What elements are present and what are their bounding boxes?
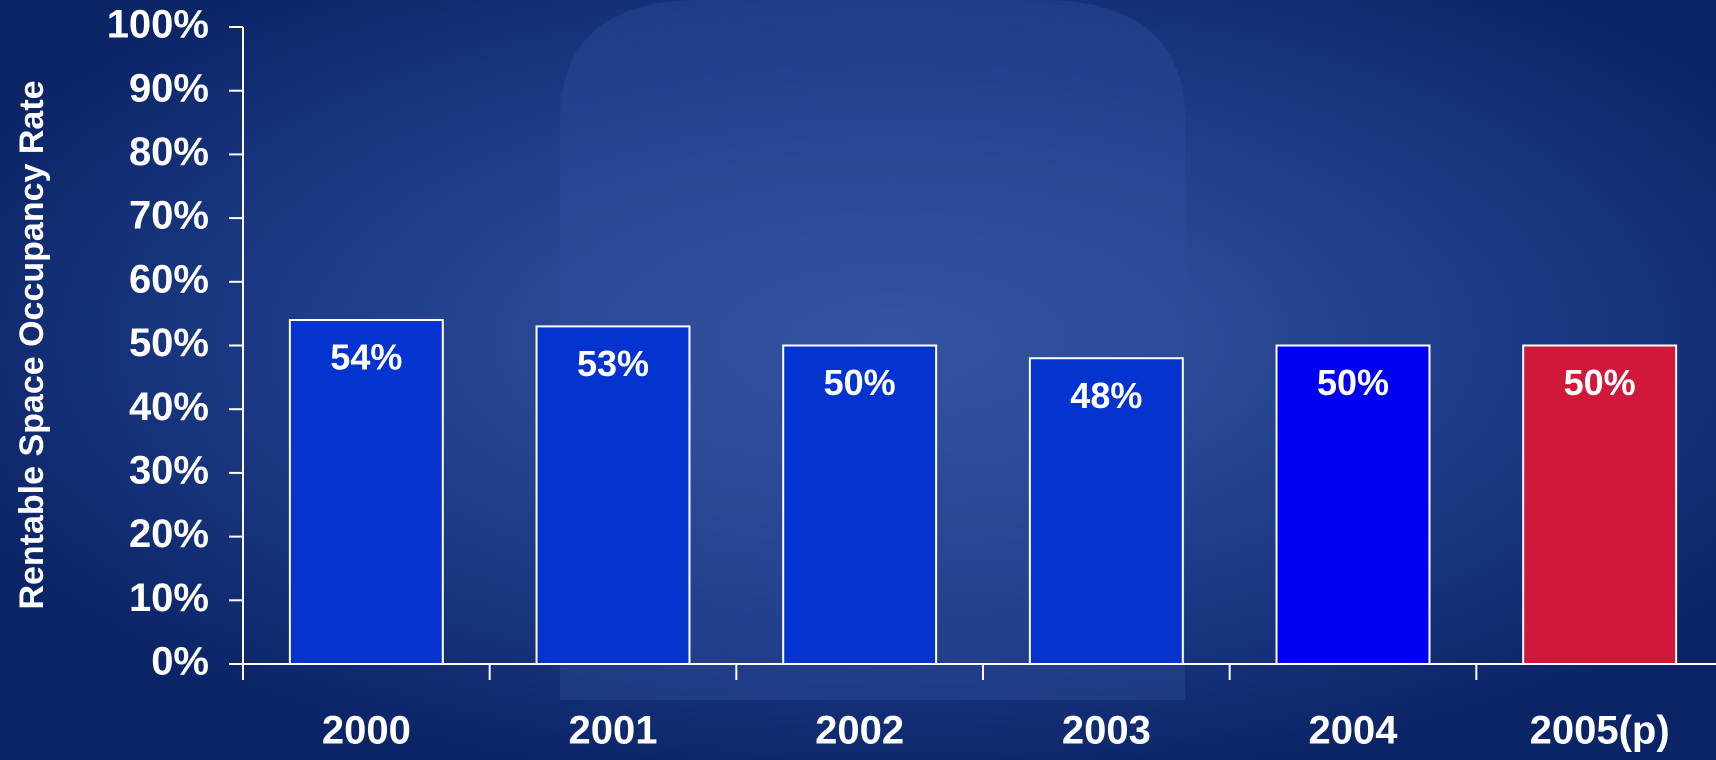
bar: [782, 344, 938, 665]
x-tick-label: 2003: [1062, 709, 1151, 753]
y-tick-label: 20%: [129, 512, 209, 556]
bar: [535, 325, 691, 665]
value-label: 50%: [1564, 362, 1636, 403]
x-tick-label: 2002: [815, 709, 904, 753]
value-label: 50%: [824, 362, 896, 403]
y-tick-label: 50%: [129, 321, 209, 365]
y-tick-label: 10%: [129, 576, 209, 620]
value-label: 50%: [1317, 362, 1389, 403]
y-axis-title: Rentable Space Occupancy Rate: [13, 80, 51, 609]
value-label: 54%: [330, 337, 402, 378]
bar: [1275, 344, 1431, 665]
value-label: 53%: [577, 343, 649, 384]
value-label: 48%: [1070, 375, 1142, 416]
y-tick-label: 30%: [129, 448, 209, 492]
bar: [288, 319, 444, 665]
y-tick-label: 100%: [107, 3, 209, 47]
x-tick-label: 2001: [569, 709, 658, 753]
y-tick-label: 80%: [129, 130, 209, 174]
bar: [1028, 357, 1184, 665]
y-tick-label: 0%: [151, 640, 209, 684]
bar: [1522, 344, 1678, 665]
x-tick-label: 2004: [1309, 709, 1399, 753]
y-tick-label: 90%: [129, 66, 209, 110]
x-tick-label: 2000: [322, 709, 411, 753]
x-tick-label: 2005(p): [1530, 709, 1670, 753]
y-tick-label: 70%: [129, 194, 209, 238]
y-tick-label: 60%: [129, 257, 209, 301]
y-tick-label: 40%: [129, 385, 209, 429]
